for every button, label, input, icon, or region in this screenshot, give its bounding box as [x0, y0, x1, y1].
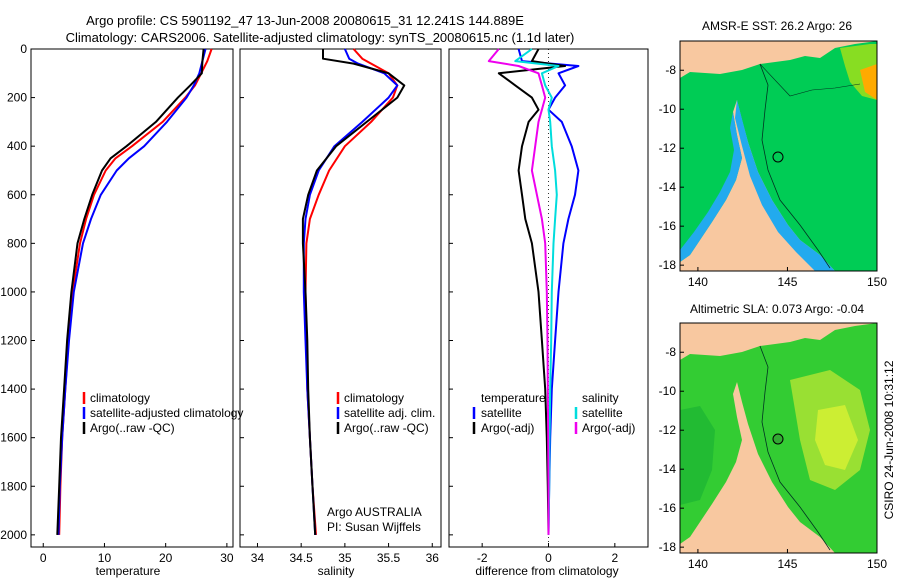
sla-map-frame — [679, 322, 878, 554]
float-program-label: Argo AUSTRALIA — [327, 505, 422, 519]
temperature-legend: climatology satellite-adjusted climatolo… — [82, 391, 243, 435]
series-line-climatology — [58, 48, 213, 535]
sla-low-patch — [680, 406, 715, 505]
map-y-tick-label: -8 — [665, 345, 676, 359]
map-y-tick-label: -16 — [659, 219, 677, 233]
map-y-tick-label: -12 — [659, 141, 677, 155]
map-x-tick-label: 150 — [867, 275, 887, 289]
series-line-climatology — [304, 48, 399, 535]
x-tick-label: 36 — [426, 551, 440, 565]
legend-header-temperature: temperature — [481, 391, 546, 405]
legend-label-argo: Argo(..raw -QC) — [344, 421, 429, 435]
map-y-tick-label: -10 — [659, 102, 677, 116]
temperature-plot: 0 10 20 30 0 200 400 600 800 1000 1200 1400 1600 1800… — [0, 42, 234, 565]
map-x-tick-label: 145 — [777, 557, 797, 571]
y-tick-label: 1800 — [0, 479, 27, 493]
map-y-tick-label: -12 — [659, 423, 677, 437]
series-line-satellite-adjusted-climatology — [57, 48, 207, 535]
sst-map-ticks: 140 145 150 -8 -10 -12 -14 -16 -18 — [659, 63, 888, 289]
y-tick-label: 2000 — [0, 528, 27, 542]
sst-map-title: AMSR-E SST: 26.2 Argo: 26 — [702, 19, 852, 33]
sla-map-title: Altimetric SLA: 0.073 Argo: -0.04 — [690, 302, 864, 316]
map-y-tick-label: -14 — [659, 180, 677, 194]
sla-peak-patch — [815, 405, 858, 470]
figure-title-line-1: Argo profile: CS 5901192_47 13-Jun-2008 … — [86, 13, 524, 28]
temperature-axis-label: temperature — [96, 564, 161, 578]
sst-coastal-shallow — [735, 100, 835, 271]
x-tick-label: 0 — [545, 551, 552, 565]
sla-map-ticks: 140 145 150 -8 -10 -12 -14 -16 -18 — [659, 345, 888, 571]
series-line-satellite-adj-clim — [302, 48, 399, 535]
x-tick-label: 35 — [338, 551, 352, 565]
x-tick-label: 20 — [159, 551, 173, 565]
sst-contour — [759, 63, 831, 269]
x-tick-label: 34 — [251, 551, 265, 565]
figure-title-line-2: Climatology: CARS2006. Satellite-adjuste… — [66, 30, 575, 45]
x-tick-label: 0 — [40, 551, 47, 565]
legend-label-satellite: satellite adj. clim. — [344, 406, 435, 420]
legend-label-temp-satellite: satellite — [481, 406, 522, 420]
sst-contour-2 — [759, 63, 861, 97]
legend-header-salinity: salinity — [582, 391, 619, 405]
x-tick-label: 10 — [98, 551, 112, 565]
x-tick-label: -2 — [477, 551, 488, 565]
x-tick-label: 35.5 — [377, 551, 401, 565]
legend-label-sal-argo: Argo(-adj) — [582, 421, 635, 435]
legend-label-satellite: satellite-adjusted climatology — [90, 406, 243, 420]
series-line-argo-raw-qc — [56, 48, 205, 535]
map-y-tick-label: -8 — [665, 63, 676, 77]
sla-map — [680, 323, 877, 553]
legend-label-climatology: climatology — [344, 391, 404, 405]
map-y-tick-label: -18 — [659, 540, 677, 554]
sst-hot-patch — [860, 64, 877, 100]
y-tick-label: 1200 — [0, 334, 27, 348]
x-tick-label: 34.5 — [289, 551, 313, 565]
y-tick-label: 200 — [7, 91, 27, 105]
legend-label-climatology: climatology — [90, 391, 150, 405]
map-y-tick-label: -14 — [659, 462, 677, 476]
map-x-tick-label: 150 — [867, 557, 887, 571]
map-y-tick-label: -18 — [659, 258, 677, 272]
sst-coastal-west — [680, 112, 742, 262]
y-tick-label: 1600 — [0, 431, 27, 445]
sst-water — [680, 41, 877, 271]
y-tick-label: 400 — [7, 139, 27, 153]
legend-label-argo: Argo(..raw -QC) — [90, 421, 175, 435]
x-tick-label: 2 — [611, 551, 618, 565]
salinity-axis-label: salinity — [318, 564, 355, 578]
series-line-salinity-satellite — [514, 48, 560, 535]
series-line-salinity-argo-adj — [487, 48, 550, 535]
sst-map — [680, 41, 877, 271]
y-tick-label: 800 — [7, 236, 27, 250]
credit-label: CSIRO 24-Jun-2008 10:31:12 — [882, 360, 896, 519]
difference-legend: temperature salinity satellite Argo(-adj… — [472, 391, 635, 435]
map-y-tick-label: -16 — [659, 501, 677, 515]
y-tick-label: 1400 — [0, 382, 27, 396]
map-x-tick-label: 140 — [688, 557, 708, 571]
salinity-legend: climatology satellite adj. clim. Argo(..… — [336, 391, 435, 435]
x-tick-label: 30 — [220, 551, 234, 565]
y-tick-label: 600 — [7, 188, 27, 202]
series-line-temperature-satellite — [517, 48, 580, 535]
map-y-tick-label: -10 — [659, 384, 677, 398]
salinity-panel-frame — [239, 48, 442, 548]
sla-argo-marker — [772, 433, 784, 445]
sst-argo-marker — [772, 151, 784, 163]
legend-label-temp-argo: Argo(-adj) — [481, 421, 534, 435]
map-x-tick-label: 140 — [688, 275, 708, 289]
pi-label: PI: Susan Wijffels — [327, 520, 421, 534]
legend-label-sal-satellite: satellite — [582, 406, 623, 420]
sla-contour — [759, 345, 831, 551]
y-tick-label: 0 — [20, 42, 27, 56]
salinity-plot: 34 34.5 35 35.5 36 — [240, 48, 440, 565]
series-line-argo-raw-qc — [301, 49, 406, 535]
difference-axis-label: difference from climatology — [475, 564, 618, 578]
map-x-tick-label: 145 — [777, 275, 797, 289]
sst-map-frame — [679, 40, 878, 272]
y-tick-label: 1000 — [0, 285, 27, 299]
series-line-temperature-argo-adj — [497, 48, 567, 535]
difference-plot: -2 0 2 — [449, 48, 618, 565]
temperature-panel-frame — [30, 48, 234, 548]
